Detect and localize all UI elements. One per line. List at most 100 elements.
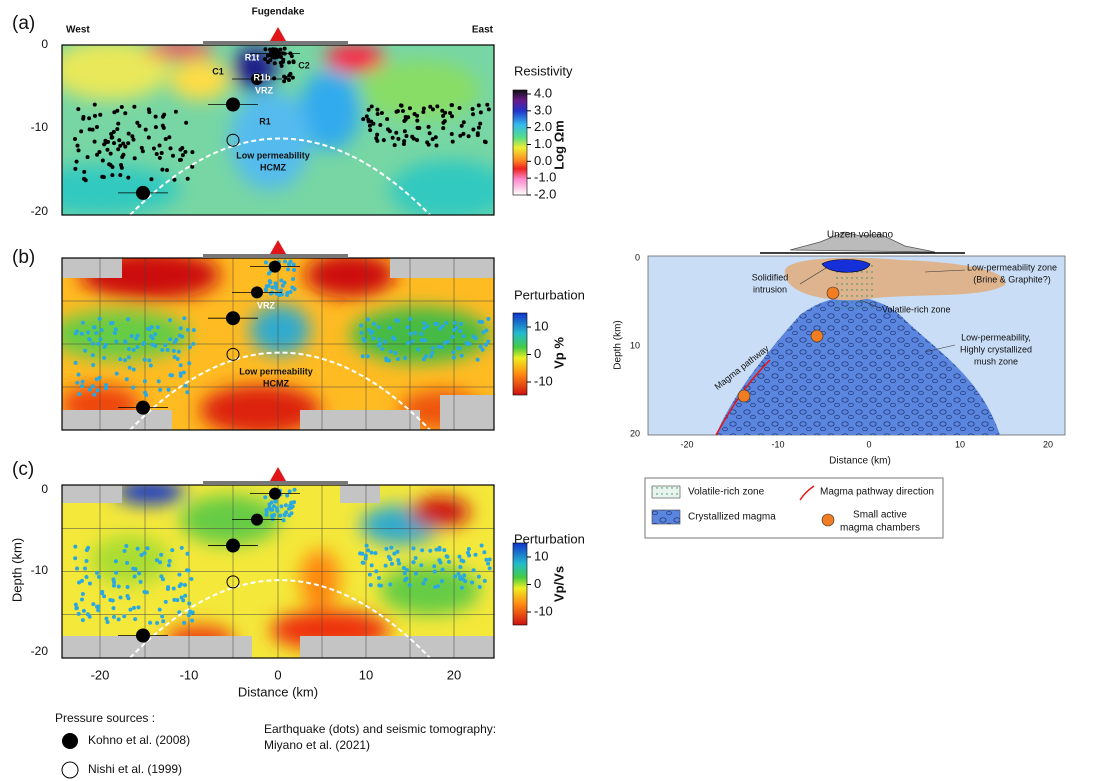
earthquake — [178, 582, 183, 587]
earthquake — [482, 139, 487, 144]
earthquake — [421, 109, 426, 114]
earthquake — [279, 278, 284, 283]
earthquake — [375, 132, 380, 137]
earthquake — [457, 346, 462, 351]
earthquake — [377, 583, 382, 588]
colorbar-ticks: 4.0 3.0 2.0 1.0 0.0 -1.0-2.0 — [527, 85, 556, 201]
earthquake — [90, 353, 95, 358]
earthquake — [369, 104, 374, 109]
earthquake — [282, 259, 287, 264]
earthquake — [365, 354, 370, 359]
earthquake — [437, 547, 442, 552]
earthquake — [266, 60, 271, 65]
annotation: VRZ — [255, 85, 274, 95]
earthquake — [446, 559, 451, 564]
earthquake — [100, 589, 105, 594]
earthquake — [416, 347, 421, 352]
earthquake — [403, 578, 408, 583]
earthquake — [96, 341, 101, 346]
earthquake — [439, 345, 444, 350]
earthquake — [119, 104, 124, 109]
anomaly — [250, 305, 310, 355]
earthquake — [132, 605, 137, 610]
earthquake — [459, 585, 464, 590]
earthquake — [481, 330, 486, 335]
earthquake — [376, 325, 381, 330]
legend-label: magma chambers — [840, 523, 920, 534]
annotation: R1 — [259, 116, 271, 126]
earthquake — [114, 339, 119, 344]
earthquake — [122, 548, 127, 553]
earthquake — [281, 57, 286, 62]
earthquake — [156, 379, 161, 384]
earthquake — [413, 571, 418, 576]
earthquake — [287, 60, 292, 65]
earthquake — [484, 557, 489, 562]
earthquake — [420, 548, 425, 553]
schematic-label: Low-permeability, — [961, 332, 1031, 342]
earthquake — [426, 124, 431, 129]
earthquake — [131, 137, 136, 142]
earthquake — [475, 133, 480, 138]
colorbar-ticks: 10 0 -10 — [527, 318, 553, 388]
legend-label: Magma pathway direction — [820, 487, 934, 498]
earthquake — [176, 349, 181, 354]
colorbar-tick-label: 4.0 — [534, 85, 552, 100]
earthquake — [131, 385, 136, 390]
earthquake — [173, 109, 178, 114]
earthquake — [381, 138, 386, 143]
earthquake — [367, 572, 372, 577]
earthquake — [471, 127, 476, 132]
earthquake — [104, 616, 109, 621]
earthquake — [270, 517, 275, 522]
x-tick: 20 — [447, 667, 461, 682]
earthquake — [135, 120, 140, 125]
earthquake — [110, 135, 115, 140]
earthquake — [412, 112, 417, 117]
x-axis-label: Distance (km) — [238, 684, 318, 699]
earthquake — [73, 544, 78, 549]
earthquake — [377, 576, 382, 581]
earthquake — [183, 593, 188, 598]
earthquake — [182, 620, 187, 625]
earthquake — [178, 371, 183, 376]
anomaly — [115, 485, 185, 504]
x-tick: 10 — [359, 667, 373, 682]
earthquake — [126, 141, 131, 146]
kohno-symbol — [62, 733, 78, 749]
earthquake — [126, 175, 131, 180]
earthquake — [136, 605, 141, 610]
earthquake — [79, 129, 84, 134]
earthquake — [483, 342, 488, 347]
earthquake — [172, 177, 177, 182]
earthquake — [142, 589, 147, 594]
no-data — [62, 410, 172, 430]
earthquake — [410, 339, 415, 344]
earthquake — [148, 620, 153, 625]
earthquake — [141, 341, 146, 346]
earthquake — [81, 608, 86, 613]
earthquake — [112, 141, 117, 146]
earthquake — [133, 617, 138, 622]
earthquake — [184, 568, 189, 573]
earthquake — [113, 559, 118, 564]
earthquake — [401, 565, 406, 570]
earthquake — [74, 606, 79, 611]
earthquake — [75, 566, 80, 571]
earthquake — [122, 614, 127, 619]
earthquake — [440, 108, 445, 113]
colorbar-tick-label: 10 — [534, 548, 548, 563]
earthquake — [425, 324, 430, 329]
earthquake — [92, 102, 97, 107]
earthquake — [123, 111, 128, 116]
earthquake — [150, 342, 155, 347]
earthquake — [486, 107, 491, 112]
colorbar-tick-label: 0 — [534, 576, 541, 591]
earthquake — [110, 164, 115, 169]
earthquake — [125, 560, 130, 565]
anomaly — [410, 497, 470, 527]
earthquake — [109, 321, 114, 326]
earthquake — [143, 390, 148, 395]
depth-tick: -20 — [31, 204, 49, 218]
earthquake — [116, 121, 121, 126]
